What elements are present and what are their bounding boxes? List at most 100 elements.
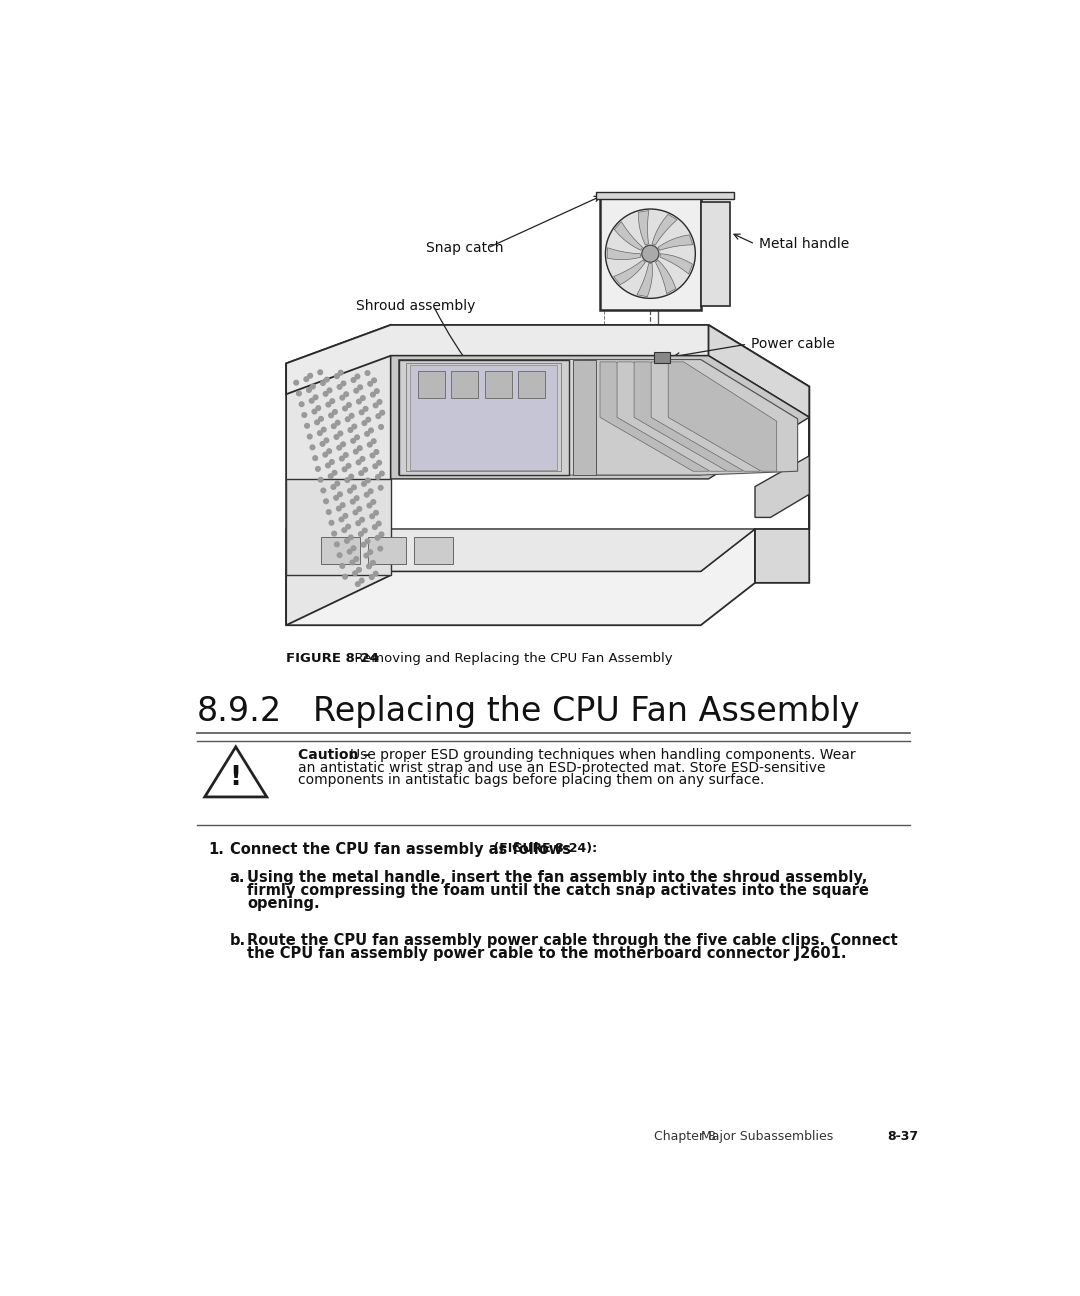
Polygon shape [652,214,677,245]
Circle shape [314,420,320,425]
Circle shape [329,399,335,403]
Text: Metal handle: Metal handle [759,237,849,251]
Circle shape [354,496,359,500]
Circle shape [365,539,369,543]
Circle shape [374,572,378,575]
Circle shape [321,442,325,446]
Circle shape [363,529,367,533]
Text: Using the metal handle, insert the fan assembly into the shroud assembly,: Using the metal handle, insert the fan a… [247,870,867,885]
Circle shape [328,413,334,417]
Circle shape [377,399,382,404]
Circle shape [376,474,380,480]
Polygon shape [708,325,809,583]
Circle shape [323,452,327,457]
Circle shape [309,398,314,403]
Text: Caution –: Caution – [298,748,370,762]
Text: Connect the CPU fan assembly as follows: Connect the CPU fan assembly as follows [230,842,570,858]
Circle shape [365,371,369,376]
Text: the CPU fan assembly power cable to the motherboard connector J2601.: the CPU fan assembly power cable to the … [247,946,847,962]
Circle shape [369,575,374,579]
Polygon shape [755,456,809,517]
Polygon shape [391,355,809,480]
Text: Route the CPU fan assembly power cable through the five cable clips. Connect: Route the CPU fan assembly power cable t… [247,933,899,949]
Text: Shroud assembly: Shroud assembly [356,298,475,312]
Circle shape [343,391,349,397]
Polygon shape [572,359,596,476]
Circle shape [356,568,362,572]
Text: 8.9.2: 8.9.2 [197,695,282,727]
Circle shape [313,456,318,460]
Circle shape [357,507,362,511]
Polygon shape [286,480,391,575]
Circle shape [321,381,325,385]
Circle shape [322,428,326,432]
Circle shape [335,542,339,547]
Circle shape [342,574,348,579]
Polygon shape [286,529,755,572]
Circle shape [347,464,351,468]
Polygon shape [321,537,360,564]
Text: opening.: opening. [247,897,320,911]
Polygon shape [596,192,734,200]
Circle shape [318,369,323,375]
Circle shape [642,245,659,262]
Circle shape [363,407,368,411]
Circle shape [377,521,381,526]
Polygon shape [660,254,692,273]
Circle shape [334,495,338,500]
Circle shape [370,393,375,397]
Circle shape [299,402,303,407]
Polygon shape [414,537,453,564]
Circle shape [380,411,384,415]
Circle shape [342,467,347,472]
Circle shape [313,395,318,399]
Circle shape [379,425,383,429]
Circle shape [339,517,343,522]
Circle shape [367,442,373,447]
Circle shape [364,553,368,557]
Circle shape [327,388,332,393]
Polygon shape [607,248,640,259]
Circle shape [369,515,375,518]
Circle shape [333,410,337,415]
Circle shape [294,380,298,385]
Text: (FIGURE 8-24):: (FIGURE 8-24): [489,842,597,855]
Text: !: ! [230,765,242,791]
Circle shape [356,460,361,465]
Polygon shape [600,362,708,472]
Circle shape [366,417,370,422]
Circle shape [357,446,362,451]
Circle shape [348,428,353,433]
Circle shape [312,410,316,413]
Circle shape [375,535,380,540]
Circle shape [329,521,334,525]
Circle shape [361,395,365,400]
Circle shape [362,482,366,486]
Circle shape [365,432,369,437]
Circle shape [339,456,345,461]
Circle shape [374,450,379,455]
Circle shape [337,446,341,450]
Circle shape [359,531,363,537]
Circle shape [347,403,351,407]
Circle shape [343,513,348,518]
Circle shape [356,521,361,525]
Circle shape [370,454,375,457]
Circle shape [297,391,301,395]
Circle shape [379,472,384,476]
Text: an antistatic wrist strap and use an ESD-protected mat. Store ESD-sensitive: an antistatic wrist strap and use an ESD… [298,761,825,775]
Text: Power cable: Power cable [751,337,835,351]
Circle shape [351,546,356,551]
Circle shape [338,432,342,435]
Circle shape [351,438,355,443]
Circle shape [372,439,376,443]
Text: Replacing the CPU Fan Assembly: Replacing the CPU Fan Assembly [313,695,860,727]
Text: Snap catch: Snap catch [426,241,503,255]
Polygon shape [701,202,730,306]
Polygon shape [418,371,445,398]
Circle shape [372,500,376,504]
Circle shape [374,511,378,515]
Circle shape [354,435,360,439]
Circle shape [372,378,377,382]
Circle shape [308,434,312,439]
